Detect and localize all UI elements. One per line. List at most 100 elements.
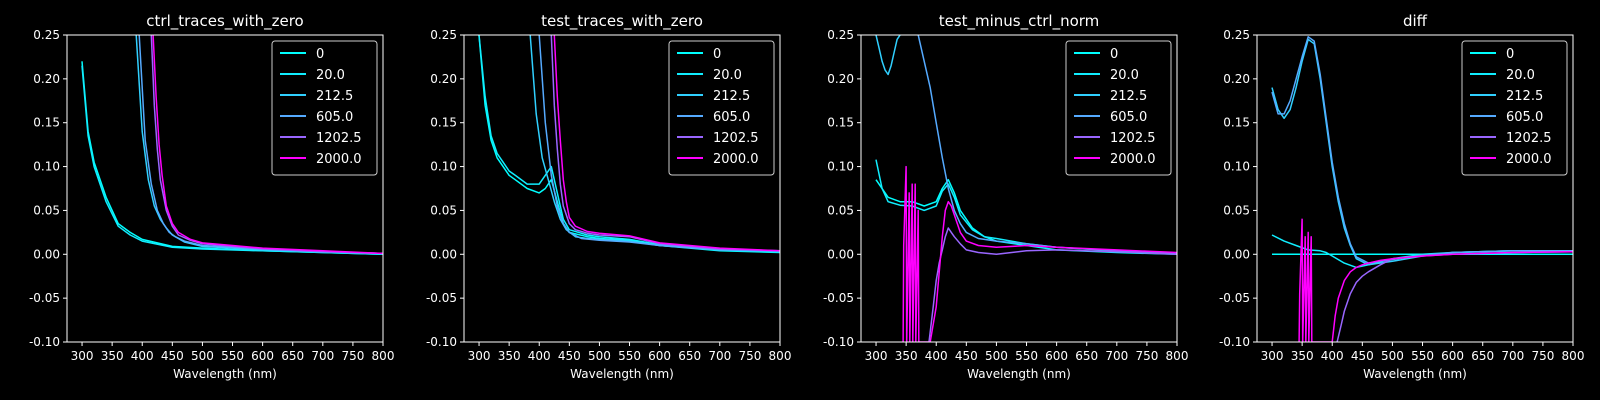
y-tick-label: 0.00: [827, 247, 854, 261]
y-tick-label: 0.15: [827, 116, 854, 130]
y-tick-label: 0.05: [33, 203, 60, 217]
series-line-605.0: [538, 35, 780, 252]
legend-entry: 20.0: [1110, 68, 1139, 83]
series-line-0: [478, 35, 780, 254]
y-tick-label: 0.10: [33, 160, 60, 174]
series-line-2000.0: [1298, 218, 1573, 342]
y-tick-label: 0.15: [1223, 116, 1250, 130]
legend-entry: 1202.5: [316, 131, 362, 146]
series-line-1202.5: [1336, 250, 1573, 342]
chart-panel-1: ctrl_traces_with_zero 300 350 400 450 500 550 6…: [29, 12, 395, 381]
x-axis-label: Wavelength (nm): [1363, 367, 1467, 381]
axes-frame: [1256, 34, 1574, 343]
legend-entry: 212.5: [316, 89, 353, 104]
y-tick-label: 0.20: [827, 72, 854, 86]
chart-panel-3: test_minus_ctrl_norm 300 350 400 450 500 550 60…: [823, 12, 1189, 381]
y-tick-label: 0.10: [827, 160, 854, 174]
plot-area: [1271, 36, 1573, 342]
y-tick-label: 0.15: [430, 116, 457, 130]
x-tick-label: 400: [528, 349, 551, 363]
y-tick-label: 0.05: [827, 203, 854, 217]
y-tick-label: 0.05: [430, 203, 457, 217]
series-line-2000.0: [902, 165, 1177, 342]
x-tick-label: 800: [769, 349, 792, 363]
y-tick-label: 0.10: [430, 160, 457, 174]
x-tick-label: 700: [1105, 349, 1128, 363]
x-tick-label: 550: [221, 349, 244, 363]
x-axis-label: Wavelength (nm): [570, 367, 674, 381]
series-line-212.5: [875, 35, 901, 76]
x-tick-label: 750: [1135, 349, 1158, 363]
x-tick-label: 700: [1501, 349, 1524, 363]
series-line-1202.5: [550, 35, 780, 252]
x-tick-label: 450: [1351, 349, 1374, 363]
x-tick-label: 350: [895, 349, 918, 363]
x-tick-label: 350: [1291, 349, 1314, 363]
x-tick-label: 750: [341, 349, 364, 363]
x-tick-label: 550: [1411, 349, 1434, 363]
x-tick-label: 650: [678, 349, 701, 363]
chart-title: diff: [1403, 12, 1428, 30]
y-tick-label: 0.10: [1223, 160, 1250, 174]
y-tick-label: 0.25: [1223, 28, 1250, 42]
series-line-2000.0: [152, 35, 383, 255]
y-tick-label: 0.00: [33, 247, 60, 261]
y-tick-label: 0.25: [430, 28, 457, 42]
y-tick-label: -0.10: [1219, 335, 1250, 349]
x-axis-label: Wavelength (nm): [967, 367, 1071, 381]
y-tick-label: 0.00: [1223, 247, 1250, 261]
series-line-212.5: [1271, 38, 1573, 266]
y-tick-label: -0.10: [823, 335, 854, 349]
y-tick-label: 0.15: [33, 116, 60, 130]
x-tick-label: 800: [1562, 349, 1585, 363]
x-tick-label: 300: [71, 349, 94, 363]
legend-entry: 0: [1110, 47, 1118, 62]
chart-panel-2: test_traces_with_zero 300 350 400 450 500 550 6…: [426, 12, 792, 381]
chart-title: ctrl_traces_with_zero: [146, 12, 303, 31]
y-tick-label: -0.05: [29, 291, 60, 305]
legend-entry: 605.0: [1110, 110, 1147, 125]
x-tick-label: 400: [925, 349, 948, 363]
x-tick-label: 350: [498, 349, 521, 363]
series-line-2000.0: [553, 35, 780, 252]
chart-title: test_minus_ctrl_norm: [939, 12, 1100, 31]
y-tick-label: 0.25: [33, 28, 60, 42]
x-tick-label: 600: [648, 349, 671, 363]
x-tick-label: 450: [558, 349, 581, 363]
x-tick-label: 300: [1261, 349, 1284, 363]
legend-entry: 212.5: [1506, 89, 1543, 104]
y-tick-label: 0.00: [430, 247, 457, 261]
x-axis-label: Wavelength (nm): [173, 367, 277, 381]
legend: 0 20.0 212.5 605.0 1202.5 2000.0: [1461, 40, 1568, 176]
x-tick-label: 800: [372, 349, 395, 363]
plot-area: [81, 35, 383, 256]
legend: 0 20.0 212.5 605.0 1202.5 2000.0: [1065, 40, 1172, 176]
x-tick-label: 350: [101, 349, 124, 363]
chart-title: test_traces_with_zero: [541, 12, 703, 31]
x-tick-label: 600: [1045, 349, 1068, 363]
legend: 0 20.0 212.5 605.0 1202.5 2000.0: [271, 40, 378, 176]
legend-entry: 0: [1506, 47, 1514, 62]
series-line-0: [875, 178, 1177, 256]
x-tick-label: 500: [1381, 349, 1404, 363]
y-tick-label: 0.20: [1223, 72, 1250, 86]
y-tick-label: -0.05: [426, 291, 457, 305]
legend-entry: 605.0: [713, 110, 750, 125]
x-tick-label: 550: [1015, 349, 1038, 363]
legend-entry: 0: [713, 47, 721, 62]
x-tick-label: 500: [191, 349, 214, 363]
x-tick-label: 700: [708, 349, 731, 363]
x-tick-label: 650: [1471, 349, 1494, 363]
legend-entry: 0: [316, 47, 324, 62]
legend-entry: 20.0: [316, 68, 345, 83]
series-line-1202.5: [928, 227, 1177, 342]
legend-entry: 212.5: [1110, 89, 1147, 104]
plot-area: [478, 35, 780, 254]
x-tick-label: 600: [251, 349, 274, 363]
y-tick-label: -0.10: [426, 335, 457, 349]
y-tick-label: -0.10: [29, 335, 60, 349]
x-tick-label: 400: [1321, 349, 1344, 363]
legend-entry: 20.0: [1506, 68, 1535, 83]
legend-entry: 2000.0: [1506, 152, 1552, 167]
